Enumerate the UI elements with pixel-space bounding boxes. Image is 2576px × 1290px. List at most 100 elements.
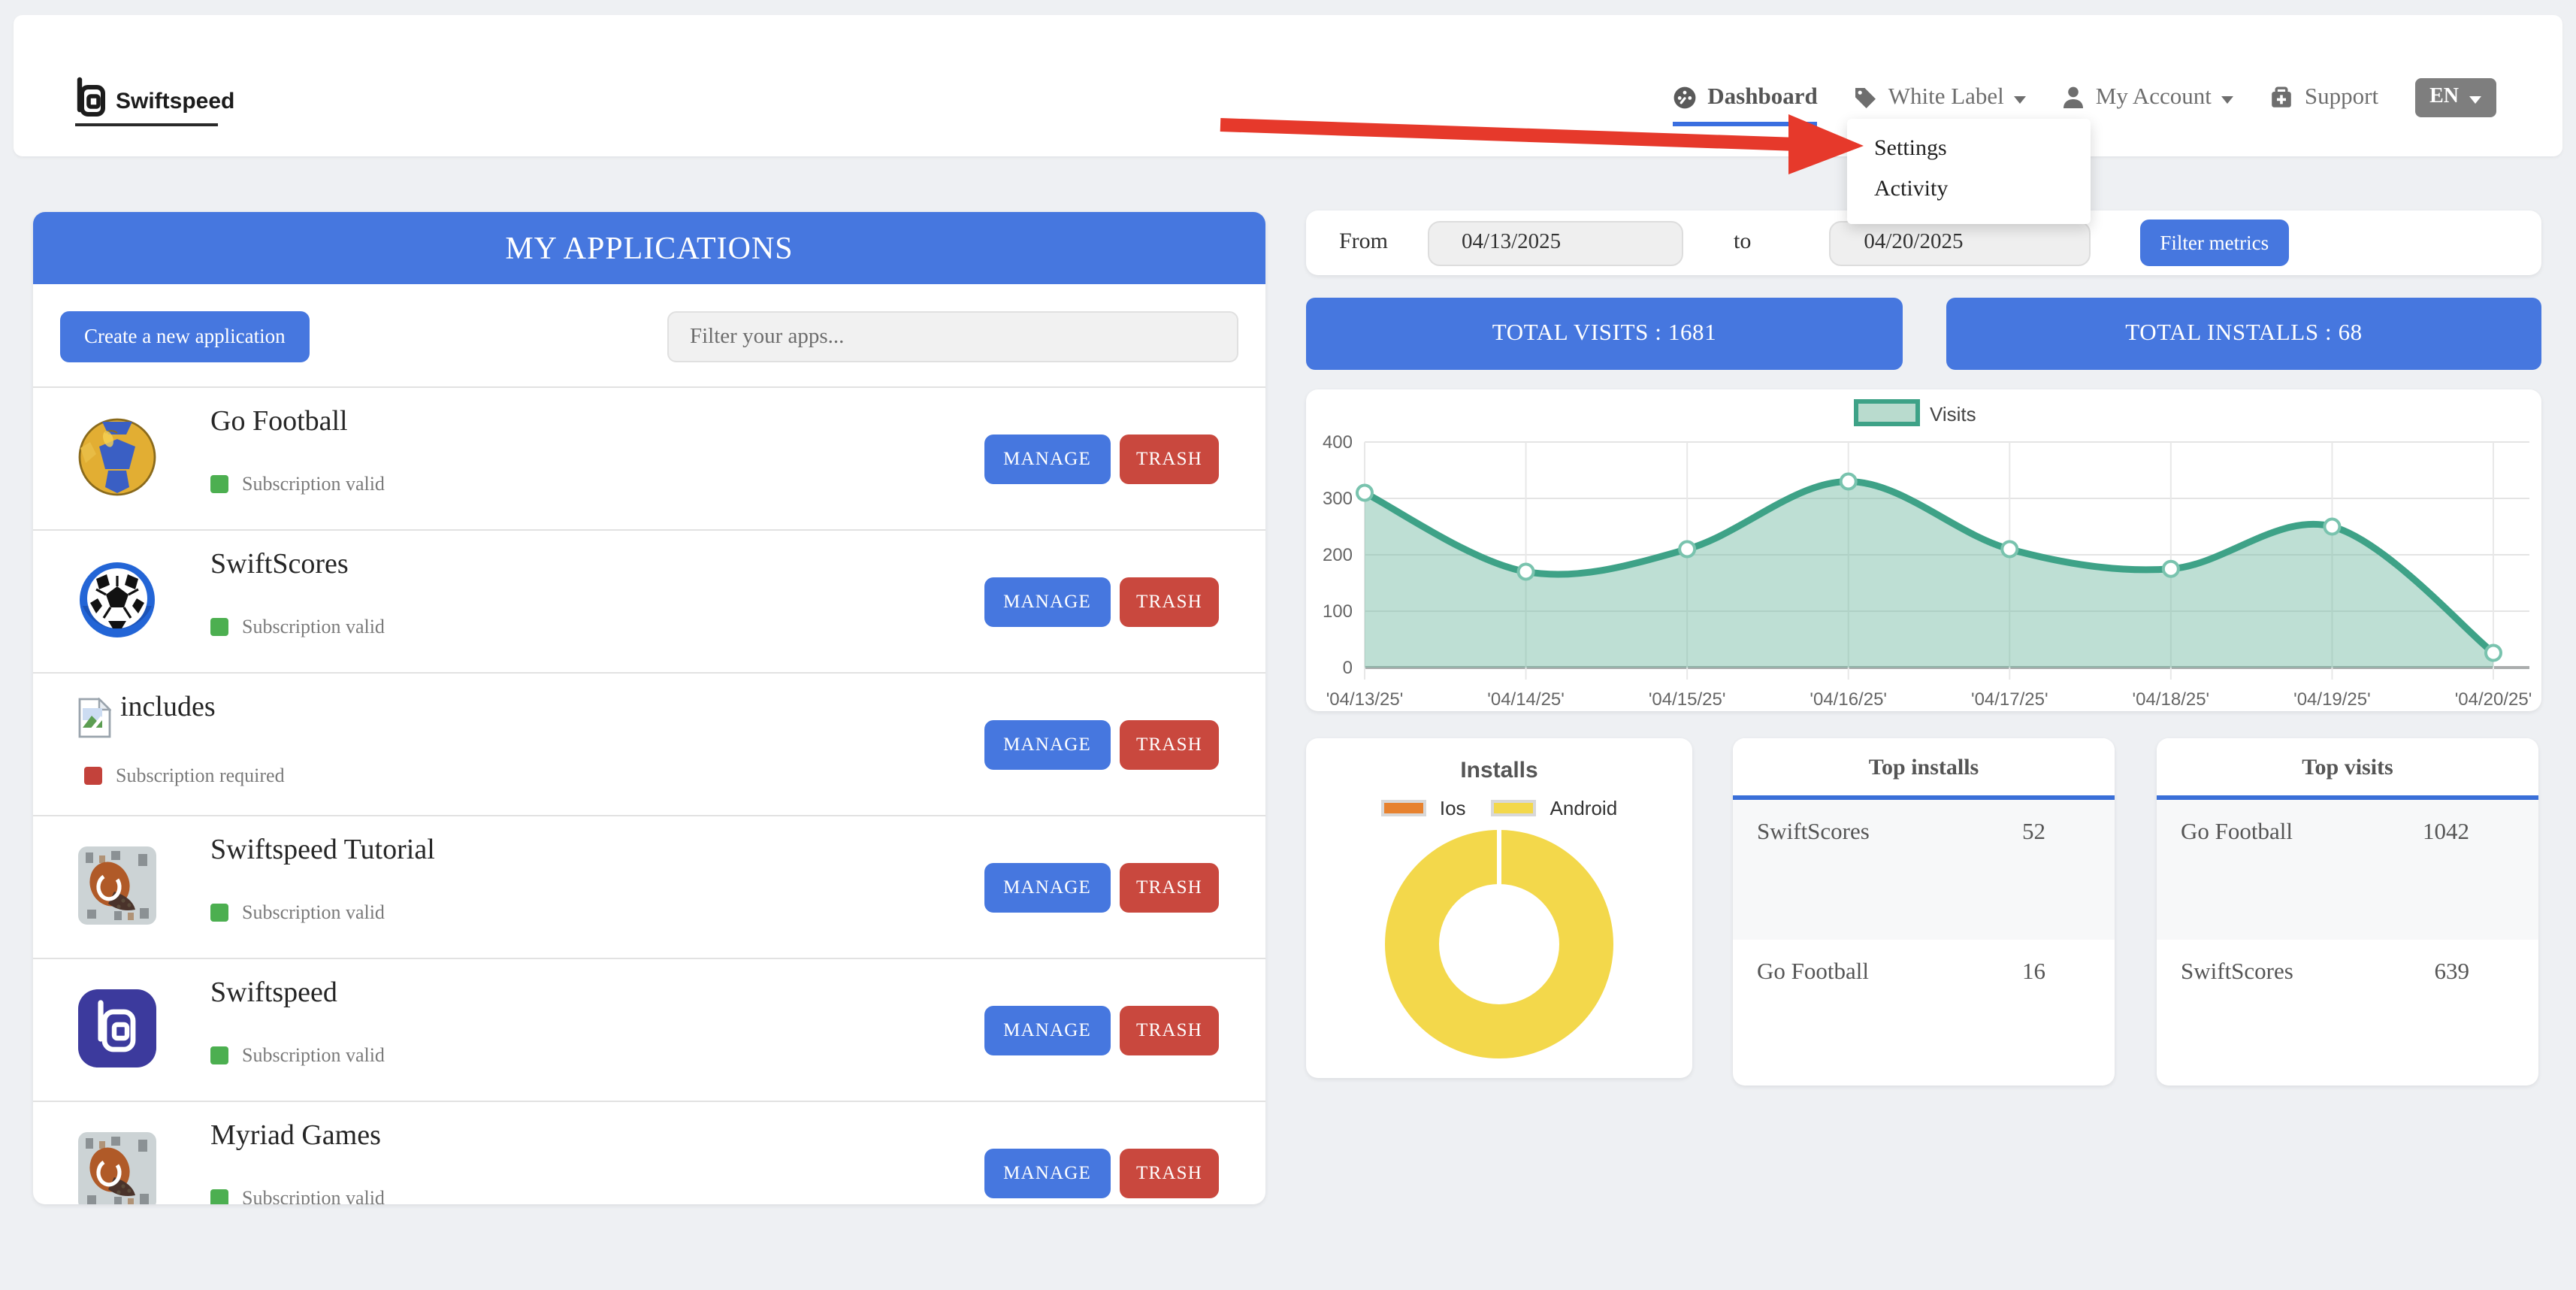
broken-image-icon [78, 698, 111, 738]
svg-text:0: 0 [1343, 658, 1353, 678]
top-installs-card: Top installs SwiftScores 52 Go Football … [1733, 738, 2115, 1086]
brand-underline [75, 123, 218, 126]
trash-button[interactable]: TRASH [1120, 1006, 1219, 1055]
top-visits-card: Top visits Go Football 1042 SwiftScores … [2157, 738, 2538, 1086]
nav-white-label[interactable]: White Label [1854, 75, 2027, 120]
top-visits-title: Top visits [2157, 738, 2538, 800]
nav-support-label: Support [2304, 84, 2379, 110]
filter-apps-input[interactable] [667, 311, 1238, 362]
status-required-icon [84, 767, 102, 785]
menu-item-activity[interactable]: Activity [1874, 177, 1949, 201]
app-row-swiftspeed: Swiftspeed Subscription valid MANAGE TRA… [33, 958, 1265, 1101]
app-status-text: Subscription valid [242, 1186, 385, 1204]
manage-button[interactable]: MANAGE [984, 720, 1111, 770]
rank-app-value: 1042 [2423, 819, 2469, 845]
nav-white-label-label: White Label [1888, 84, 2004, 110]
go-football-app-icon [78, 418, 156, 496]
rank-app-value: 16 [2022, 959, 2045, 985]
total-installs-banner: TOTAL INSTALLS : 68 [1946, 298, 2541, 370]
visits-area-chart: 0 100 200 300 400 '04/13/25' '04/14/25' '04/15/… [1323, 399, 2532, 710]
rank-row: Go Football 16 [1733, 940, 2115, 1080]
swiftspeed-tutorial-app-icon [78, 846, 156, 925]
svg-text:400: 400 [1323, 432, 1353, 453]
status-valid-icon [210, 1046, 228, 1064]
nav-dashboard[interactable]: Dashboard [1673, 75, 1819, 126]
svg-text:'04/14/25': '04/14/25' [1487, 689, 1565, 710]
myriad-games-app-icon [78, 1132, 156, 1204]
nav-dashboard-label: Dashboard [1707, 84, 1818, 110]
total-visits-banner: TOTAL VISITS : 1681 [1306, 298, 1903, 370]
svg-text:200: 200 [1323, 545, 1353, 565]
app-row-myriad-games: Myriad Games Subscription valid MANAGE T… [33, 1101, 1265, 1204]
language-code: EN [2429, 86, 2459, 108]
manage-button[interactable]: MANAGE [984, 1149, 1111, 1198]
app-status-text: Subscription valid [242, 615, 385, 637]
nav-support[interactable]: Support [2270, 75, 2378, 120]
rank-app-name: SwiftScores [1757, 819, 1870, 845]
svg-text:'04/17/25': '04/17/25' [1971, 689, 2048, 710]
manage-button[interactable]: MANAGE [984, 435, 1111, 484]
manage-button[interactable]: MANAGE [984, 863, 1111, 913]
app-status-text: Subscription valid [242, 1043, 385, 1066]
app-name: Go Football [210, 406, 348, 438]
installs-legend: Ios Android [1306, 797, 1692, 819]
date-filter-bar: From to Filter metrics [1306, 210, 2541, 275]
from-date-input[interactable] [1427, 220, 1683, 265]
app-row-includes: includes Subscription required MANAGE TR… [33, 672, 1265, 815]
ios-legend-swatch [1380, 800, 1426, 816]
filter-metrics-button[interactable]: Filter metrics [2140, 220, 2289, 266]
manage-button[interactable]: MANAGE [984, 1006, 1111, 1055]
rank-app-value: 52 [2022, 819, 2045, 845]
app-status-text: Subscription required [116, 764, 285, 786]
rank-app-name: SwiftScores [2181, 959, 2293, 985]
language-selector[interactable]: EN [2414, 78, 2496, 117]
rank-row: SwiftScores 52 [1733, 800, 2115, 940]
to-label: to [1734, 230, 1752, 254]
app-row-swiftscores: SwiftScores Subscription valid MANAGE TR… [33, 529, 1265, 672]
installs-title: Installs [1460, 758, 1538, 783]
create-application-button[interactable]: Create a new application [60, 311, 310, 362]
svg-text:'04/16/25': '04/16/25' [1810, 689, 1887, 710]
nav-my-account[interactable]: My Account [2063, 75, 2234, 120]
svg-text:300: 300 [1323, 489, 1353, 509]
manage-button[interactable]: MANAGE [984, 577, 1111, 627]
nav-my-account-label: My Account [2095, 84, 2212, 110]
swiftspeed-app-icon [78, 989, 156, 1067]
app-name: Myriad Games [210, 1120, 381, 1152]
from-label: From [1339, 230, 1389, 254]
menu-item-settings[interactable]: Settings [1874, 137, 1947, 161]
app-name: Swiftspeed Tutorial [210, 834, 435, 866]
trash-button[interactable]: TRASH [1120, 577, 1219, 627]
rank-app-name: Go Football [2181, 819, 2293, 845]
rank-row: SwiftScores 639 [2157, 940, 2538, 1080]
app-name: Swiftspeed [210, 977, 337, 1009]
android-legend-label: Android [1550, 797, 1618, 819]
chevron-down-icon [2469, 95, 2481, 103]
brand-link[interactable]: Swiftspeed [75, 77, 234, 126]
to-date-input[interactable] [1829, 220, 2091, 265]
rank-app-name: Go Football [1757, 959, 1869, 985]
my-applications-panel: MY APPLICATIONS Create a new application [33, 212, 1265, 1204]
brand-name: Swiftspeed [116, 89, 235, 114]
white-label-dropdown: Settings Activity [1847, 119, 2091, 224]
svg-text:Visits: Visits [1930, 403, 1976, 425]
trash-button[interactable]: TRASH [1120, 1149, 1219, 1198]
apps-panel-title: MY APPLICATIONS [33, 212, 1265, 284]
rank-row: Go Football 1042 [2157, 800, 2538, 940]
rank-app-value: 639 [2434, 959, 2470, 985]
installs-donut-chart [1385, 828, 1613, 1058]
svg-text:'04/19/25': '04/19/25' [2293, 689, 2371, 710]
swiftspeed-logo-icon [77, 77, 105, 117]
trash-button[interactable]: TRASH [1120, 863, 1219, 913]
svg-text:'04/20/25': '04/20/25' [2455, 689, 2532, 710]
trash-button[interactable]: TRASH [1120, 435, 1219, 484]
trash-button[interactable]: TRASH [1120, 720, 1219, 770]
swiftscores-app-icon [80, 562, 155, 637]
user-icon [2064, 86, 2084, 108]
app-row-swiftspeed-tutorial: Swiftspeed Tutorial Subscription valid M… [33, 815, 1265, 958]
app-status-text: Subscription valid [242, 901, 385, 923]
app-list: Go Football Subscription valid MANAGE TR… [33, 386, 1265, 1204]
top-installs-title: Top installs [1733, 738, 2115, 800]
installs-chart-card: Installs Ios Android [1306, 738, 1692, 1078]
